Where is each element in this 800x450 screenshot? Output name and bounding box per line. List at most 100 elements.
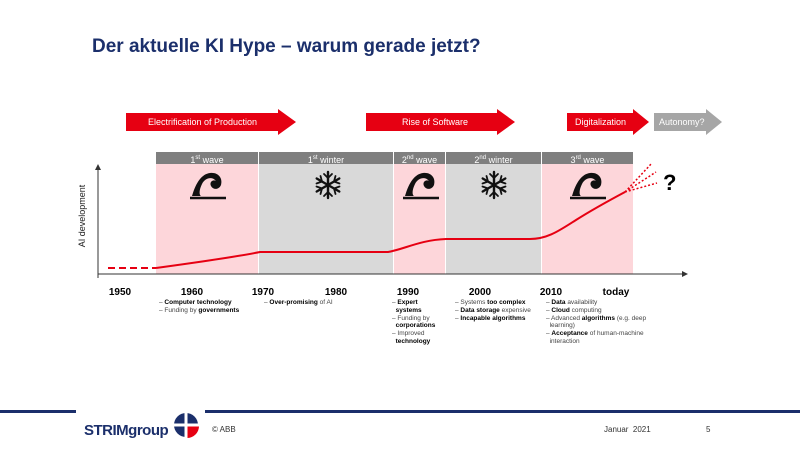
note-emphasis: Over-promising <box>269 299 318 306</box>
note-emphasis: Data <box>551 299 566 306</box>
arrow-digitalization: Digitalization <box>567 109 649 135</box>
note-text: – <box>392 299 398 306</box>
x-axis-arrowhead <box>682 271 688 277</box>
note-text: interaction <box>546 337 580 345</box>
note-emphasis: governments <box>198 306 240 314</box>
note-text: – Systems <box>455 299 488 306</box>
year-label: 1990 <box>396 287 420 298</box>
note-emphasis: Incapable algorithms <box>460 314 526 322</box>
arrow-shape <box>654 109 722 135</box>
note-emphasis: systems <box>395 306 422 314</box>
note-line: – Funding by <box>392 315 435 323</box>
arrow-shape <box>366 109 515 135</box>
note-line: – Data availability <box>546 299 646 307</box>
arrow-label: Digitalization <box>575 117 627 127</box>
band-sup: nd <box>406 155 414 161</box>
note-text: learning) <box>546 322 575 330</box>
band-num: 2 <box>401 155 407 165</box>
wave-icon <box>570 172 606 200</box>
note-emphasis: Cloud <box>551 306 570 314</box>
copyright: © ABB <box>212 425 236 434</box>
arrow-label: Rise of Software <box>402 117 469 127</box>
note-text: of AI <box>317 299 333 306</box>
note-line: – Acceptance of human-machine <box>546 330 646 338</box>
year-label: 1960 <box>180 287 204 298</box>
future-dotted-lines <box>624 162 658 193</box>
note-line: technology <box>392 338 435 346</box>
band-sup: nd <box>479 155 487 161</box>
band-num: 2 <box>474 155 480 165</box>
note-line: – Advanced algorithms (e.g. deep <box>546 315 646 323</box>
page-number: 5 <box>706 425 711 434</box>
band-head-2nd-winter: 2nd winter <box>446 152 541 165</box>
band-word: wave <box>583 155 605 165</box>
band-3rd-wave <box>542 164 633 274</box>
year-label: 2010 <box>539 287 563 298</box>
note-emphasis: too complex <box>487 299 526 306</box>
year-label: 1970 <box>251 287 275 298</box>
wave-icon <box>403 172 439 200</box>
note-emphasis: Expert <box>397 299 418 306</box>
note-text: – <box>546 306 552 314</box>
notes-2000: – Systems too complex – Data storage expe… <box>455 299 531 322</box>
note-line: – Cloud computing <box>546 307 646 315</box>
note-emphasis: Acceptance <box>551 330 588 338</box>
band-head-3rd-wave: 3rd wave <box>542 152 633 165</box>
band-2nd-wave <box>394 164 445 274</box>
arrow-autonomy: Autonomy? <box>654 109 722 135</box>
wave-icon <box>190 172 226 200</box>
y-axis-arrowhead <box>95 164 101 170</box>
band-num: 1 <box>307 155 313 165</box>
band-sup: rd <box>575 155 581 161</box>
band-word: winter <box>488 155 513 165</box>
year-label: 1980 <box>324 287 348 298</box>
arrow-shape <box>567 109 649 135</box>
band-1st-winter <box>259 164 393 274</box>
band-head-1st-wave: 1st wave <box>156 152 258 165</box>
strimgroup-logo: STRIMgroup <box>82 412 202 442</box>
note-line: – Data storage expensive <box>455 307 531 315</box>
note-text: – <box>546 330 552 338</box>
slide-title: Der aktuelle KI Hype – warum gerade jetz… <box>92 36 481 57</box>
note-line: – Incapable algorithms <box>455 315 531 323</box>
note-line: learning) <box>546 322 646 330</box>
footer-bar-right <box>205 410 800 413</box>
note-line: corporations <box>392 322 436 330</box>
notes-1970: – Over-promising of AI <box>264 299 333 307</box>
band-num: 3 <box>570 155 576 165</box>
year-label: 2000 <box>468 287 492 298</box>
note-line: interaction <box>546 338 646 346</box>
logo-mark <box>173 412 199 438</box>
notes-2010: – Data availability – Cloud computing – Ad… <box>546 299 646 346</box>
question-mark: ? <box>663 170 677 195</box>
note-line: – Funding by governments <box>159 307 239 315</box>
note-text: expensive <box>499 306 531 314</box>
band-sup: st <box>195 155 201 161</box>
note-text: availability <box>565 299 598 306</box>
footer-date: Januar 2021 <box>604 425 651 434</box>
arrow-label: Electrification of Production <box>148 117 258 127</box>
note-line: – Systems too complex <box>455 299 531 307</box>
notes-1990: – Expert systems – Funding by corporation… <box>392 299 435 346</box>
note-emphasis: algorithms <box>581 314 616 322</box>
note-text: – Funding by <box>159 306 199 314</box>
note-text: – Improved <box>392 330 425 338</box>
note-text: – Funding by <box>392 314 430 322</box>
arrow-rise-of-software: Rise of Software <box>366 109 515 135</box>
note-line: – Computer technology <box>159 299 239 307</box>
band-word: winter <box>320 155 345 165</box>
note-line: systems <box>392 307 435 315</box>
note-emphasis: technology <box>395 337 431 345</box>
note-emphasis: corporations <box>395 322 436 330</box>
band-head-1st-winter: 1st winter <box>259 152 393 165</box>
note-text: – <box>455 314 461 322</box>
y-axis-label: AI development <box>77 184 87 248</box>
note-text: of human-machine <box>587 330 644 338</box>
note-text: – <box>455 306 461 314</box>
band-sup: st <box>312 155 318 161</box>
note-emphasis: Data storage <box>460 306 500 314</box>
year-label: today <box>602 287 630 298</box>
note-text: computing <box>569 306 602 314</box>
arrow-shape <box>126 109 296 135</box>
